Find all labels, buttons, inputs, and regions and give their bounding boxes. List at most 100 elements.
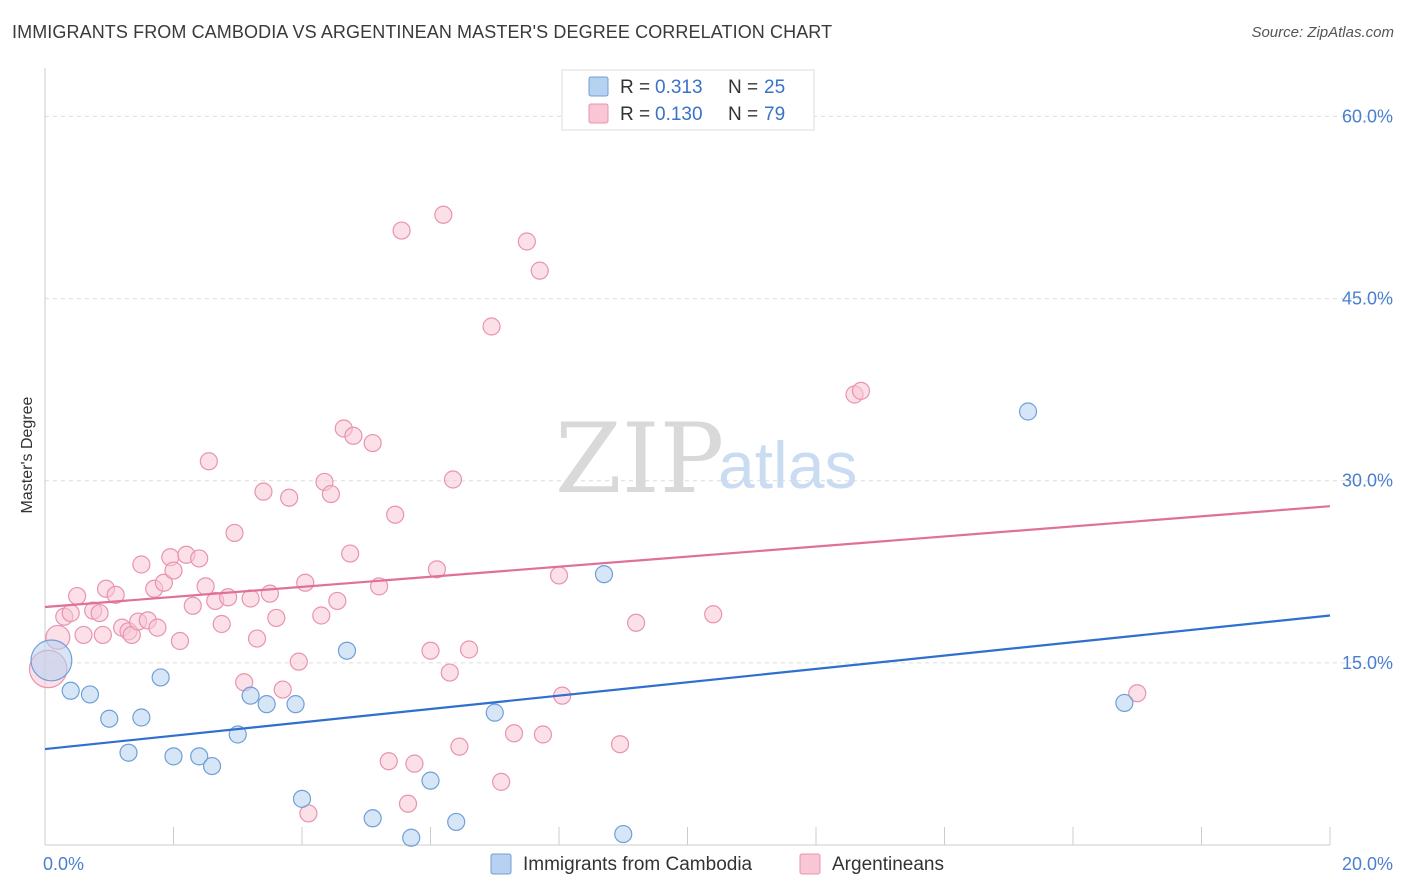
- argentina-point-39: [280, 488, 299, 507]
- argentina-point-68: [530, 261, 549, 280]
- chart-title: IMMIGRANTS FROM CAMBODIA VS ARGENTINEAN …: [12, 22, 833, 42]
- argentina-point-50: [363, 433, 382, 453]
- argentina-point-45: [321, 484, 341, 504]
- argentina-point-63: [459, 640, 479, 659]
- argentina-point-41: [296, 573, 315, 592]
- argentina-point-8: [93, 625, 112, 645]
- argentina-point-10: [106, 585, 125, 604]
- legend-r-label-argentina: R =: [620, 104, 650, 125]
- bottom-legend-swatch-argentina: [799, 853, 821, 875]
- argentina-trendline: [44, 505, 1331, 609]
- cambodia-point-21: [594, 565, 614, 584]
- cambodia-point-3: [100, 709, 119, 728]
- y-tick-label-0: 15.0%: [1342, 653, 1393, 673]
- watermark: ZIP atlas: [555, 403, 857, 515]
- argentina-point-54: [392, 221, 411, 240]
- argentina-point-59: [434, 205, 453, 224]
- cambodia-point-8: [190, 747, 209, 766]
- cambodia-point-20: [485, 703, 504, 722]
- bottom-legend: Immigrants from Cambodia Argentineans: [490, 853, 944, 875]
- argentina-point-15: [132, 555, 151, 574]
- argentina-point-33: [241, 589, 260, 608]
- cambodia-point-6: [151, 668, 170, 687]
- argentina-point-76: [851, 381, 871, 400]
- source-label: Source: ZipAtlas.com: [1251, 24, 1394, 41]
- cambodia-point-2: [80, 685, 100, 704]
- argentina-point-7: [90, 603, 109, 623]
- cambodia-point-17: [402, 828, 421, 847]
- legend-n-value-argentina: 79: [764, 104, 785, 125]
- argentina-point-74: [704, 605, 723, 624]
- cambodia-point-12: [257, 695, 276, 714]
- cambodia-point-5: [132, 708, 151, 727]
- argentina-point-40: [289, 652, 308, 671]
- argentina-point-4: [68, 586, 87, 606]
- argentina-point-36: [260, 584, 279, 603]
- argentina-point-72: [610, 735, 630, 754]
- argentina-point-3: [61, 603, 80, 623]
- cambodia-point-7: [164, 747, 183, 766]
- tick-labels: 15.0% 30.0% 45.0% 60.0% 0.0% 20.0%: [43, 106, 1393, 874]
- y-tick-label-1: 30.0%: [1342, 471, 1393, 491]
- argentina-point-25: [190, 549, 209, 568]
- legend-r-value-cambodia: 0.313: [655, 77, 703, 98]
- argentina-point-27: [199, 452, 218, 471]
- argentina-point-65: [492, 772, 511, 791]
- argentina-point-77: [1128, 684, 1147, 703]
- cambodia-point-23: [1018, 402, 1038, 421]
- legend-n-label-argentina: N =: [728, 104, 758, 125]
- argentina-point-22: [170, 631, 190, 651]
- cambodia-point-11: [241, 686, 260, 705]
- cambodia-point-18: [421, 771, 440, 790]
- x-tick-label-0: 0.0%: [43, 854, 84, 874]
- argentina-point-5: [74, 625, 93, 645]
- argentina-point-60: [440, 663, 459, 682]
- argentina-point-64: [482, 317, 501, 336]
- cambodia-point-14: [292, 789, 312, 808]
- argentina-point-21: [164, 561, 183, 580]
- legend-swatch-cambodia: [588, 76, 609, 97]
- argentina-point-24: [183, 596, 202, 615]
- argentina-point-61: [443, 470, 463, 489]
- argentina-point-49: [344, 426, 363, 445]
- argentina-point-52: [379, 752, 398, 771]
- legend-n-value-cambodia: 25: [764, 77, 785, 98]
- cambodia-point-1: [61, 681, 80, 700]
- cambodia-trendline: [44, 614, 1331, 751]
- y-tick-label-3: 60.0%: [1342, 106, 1393, 126]
- bottom-legend-swatch-cambodia: [490, 853, 512, 875]
- argentina-point-58: [427, 560, 447, 579]
- legend-r-value-argentina: 0.130: [655, 104, 703, 125]
- legend-n-label-cambodia: N =: [728, 77, 758, 98]
- watermark-atlas: atlas: [718, 428, 857, 502]
- argentina-point-53: [386, 505, 405, 524]
- axes: [44, 68, 1331, 846]
- argentina-point-37: [267, 608, 286, 628]
- argentina-point-38: [273, 680, 292, 699]
- argentina-point-67: [517, 232, 536, 251]
- cambodia-point-16: [363, 809, 382, 828]
- argentina-point-29: [212, 614, 231, 634]
- watermark-zip: ZIP: [555, 403, 724, 515]
- argentina-point-46: [328, 591, 347, 611]
- argentina-point-26: [196, 577, 215, 596]
- x-tick-label-1: 20.0%: [1342, 854, 1393, 874]
- cambodia-point-0: [30, 639, 73, 682]
- cambodia-point-24: [1115, 693, 1134, 713]
- cambodia-points: [30, 402, 1134, 847]
- argentina-point-56: [405, 754, 424, 773]
- argentina-point-48: [341, 544, 360, 563]
- argentina-point-18: [148, 618, 167, 637]
- trendlines: [44, 505, 1331, 751]
- cambodia-point-13: [286, 695, 305, 714]
- legend-r-label-cambodia: R =: [620, 77, 650, 98]
- argentina-point-70: [549, 566, 569, 585]
- argentina-point-34: [247, 629, 267, 648]
- cambodia-point-9: [202, 756, 222, 776]
- argentina-point-69: [533, 725, 553, 744]
- argentina-point-73: [626, 613, 646, 632]
- legend: R = 0.313 N = 25 R = 0.130 N = 79: [561, 69, 815, 131]
- y-tick-label-2: 45.0%: [1342, 289, 1393, 309]
- cambodia-point-4: [119, 743, 138, 762]
